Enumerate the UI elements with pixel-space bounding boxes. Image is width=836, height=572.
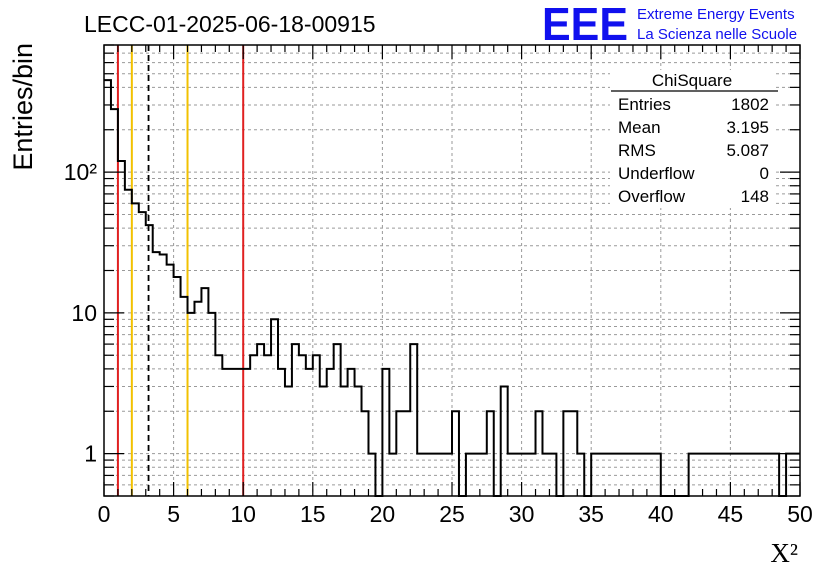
stats-value-overflow: 148 [741, 187, 769, 206]
x-tick-label: 25 [439, 501, 465, 527]
y-axis-label: Entries/bin [8, 43, 38, 171]
y-tick-label: 10² [64, 159, 98, 185]
logo-line-2: La Scienza nelle Scuole [637, 26, 797, 43]
x-tick-labels: 0 5 10 15 20 25 30 35 40 45 50 [98, 501, 813, 527]
x-tick-label: 0 [98, 501, 111, 527]
chart-title: LECC-01-2025-06-18-00915 [84, 11, 376, 37]
stats-value-entries: 1802 [731, 95, 769, 114]
stats-label-mean: Mean [618, 118, 661, 137]
x-tick-label: 45 [718, 501, 744, 527]
stats-box: ChiSquare Entries 1802 Mean 3.195 RMS 5.… [610, 70, 778, 208]
x-tick-label: 30 [509, 501, 535, 527]
stats-value-underflow: 0 [760, 164, 769, 183]
stats-value-rms: 5.087 [726, 141, 769, 160]
stats-box-background [610, 70, 774, 208]
logo-line-1: Extreme Energy Events [637, 6, 795, 23]
tick-marks [103, 44, 801, 497]
stats-label-entries: Entries [618, 95, 671, 114]
stats-label-overflow: Overflow [618, 187, 686, 206]
y-tick-label: 10 [71, 300, 97, 326]
stats-value-mean: 3.195 [726, 118, 769, 137]
stats-label-underflow: Underflow [618, 164, 695, 183]
x-tick-label: 50 [787, 501, 813, 527]
histogram-line [104, 79, 800, 497]
logo-eee-text: EEE [542, 0, 628, 50]
stats-label-rms: RMS [618, 141, 656, 160]
x-tick-label: 15 [300, 501, 326, 527]
x-tick-label: 35 [578, 501, 604, 527]
x-tick-label: 20 [370, 501, 396, 527]
grid-lines [104, 45, 800, 496]
eee-logo: EEE Extreme Energy Events La Scienza nel… [542, 0, 797, 50]
reference-lines [116, 45, 245, 496]
x-tick-label: 5 [167, 501, 180, 527]
x-axis-label: X² [770, 538, 798, 568]
y-tick-label: 1 [84, 441, 97, 467]
stats-title: ChiSquare [652, 71, 732, 90]
y-tick-labels: 1 10 10² [64, 159, 98, 467]
x-tick-label: 10 [230, 501, 256, 527]
x-tick-label: 40 [648, 501, 674, 527]
histogram-series [104, 79, 800, 497]
